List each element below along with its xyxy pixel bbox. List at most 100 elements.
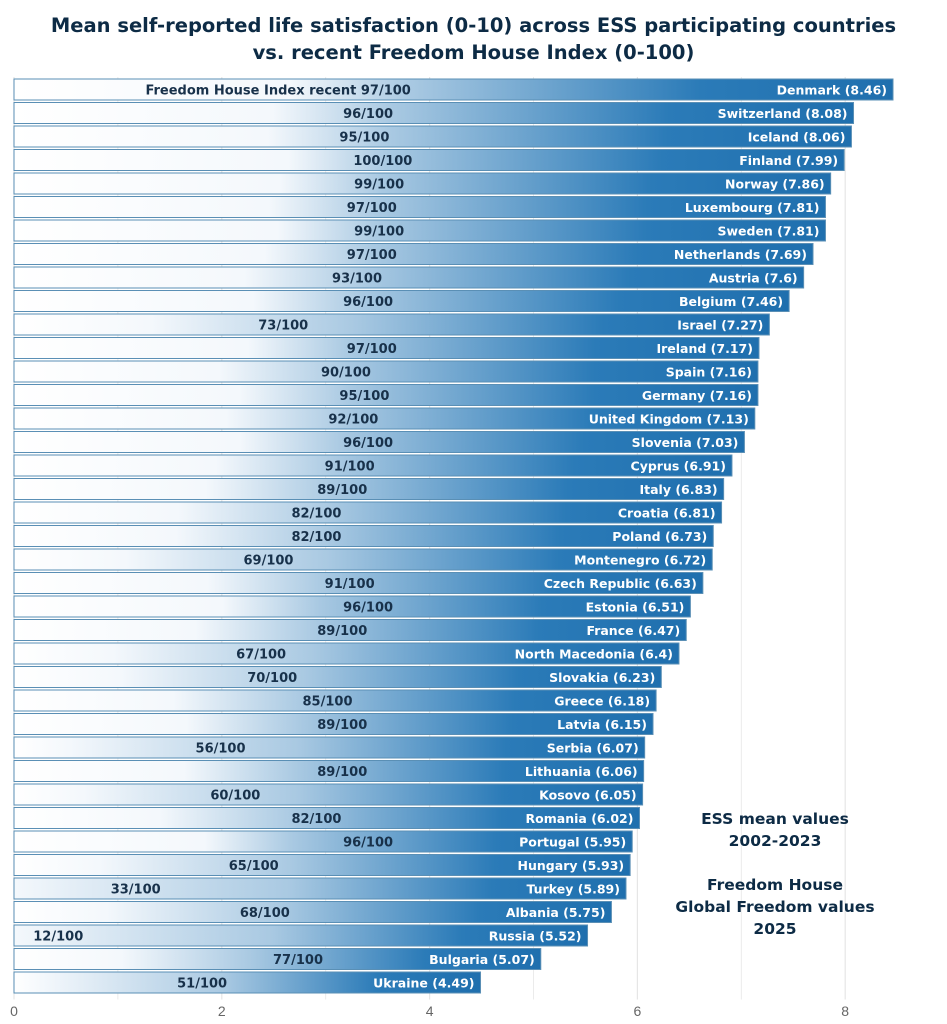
freedom-score-label: 68/100 xyxy=(240,906,290,921)
x-tick-label: 4 xyxy=(426,1003,434,1019)
freedom-score-label: 73/100 xyxy=(258,319,308,334)
bar xyxy=(13,172,832,195)
chart-title-line-2: vs. recent Freedom House Index (0-100) xyxy=(252,41,695,64)
country-value-label: Portugal (5.95) xyxy=(519,835,626,850)
country-value-label: Netherlands (7.69) xyxy=(674,247,807,262)
bar xyxy=(13,877,627,900)
bar xyxy=(13,760,645,782)
country-value-label: France (6.47) xyxy=(586,623,680,638)
bar xyxy=(13,266,805,289)
freedom-score-label: 82/100 xyxy=(291,507,341,522)
bar xyxy=(13,713,654,735)
bar-row-denmark: Freedom House Index recent 97/100 Denmark… xyxy=(13,78,894,101)
freedom-score-label: 99/100 xyxy=(354,225,404,240)
bar xyxy=(13,666,662,688)
bar-row-latvia: 89/100 Latvia (6.15) xyxy=(13,713,654,735)
bar-row-italy: 89/100 Italy (6.83) xyxy=(13,478,725,500)
bar-row-greece: 85/100 Greece (6.18) xyxy=(13,689,657,712)
freedom-score-label: 90/100 xyxy=(321,366,371,381)
bar-row-belgium: 96/100 Belgium (7.46) xyxy=(13,290,790,312)
annotation-line-2: 2002-2023 xyxy=(728,832,822,850)
bar xyxy=(13,431,745,453)
annotation-line-1: ESS mean values xyxy=(701,810,849,828)
bar xyxy=(13,454,733,477)
bar-row-switzerland: 96/100 Switzerland (8.08) xyxy=(13,102,855,124)
country-value-label: Turkey (5.89) xyxy=(527,882,620,897)
bar xyxy=(13,384,759,406)
country-value-label: Finland (7.99) xyxy=(739,153,838,168)
bar xyxy=(13,807,640,829)
bar-row-lithuania: 89/100 Lithuania (6.06) xyxy=(13,760,645,782)
freedom-score-label: 89/100 xyxy=(317,483,367,498)
freedom-score-label: 12/100 xyxy=(33,930,83,945)
bar xyxy=(13,736,646,759)
country-value-label: Austria (7.6) xyxy=(709,271,798,286)
bar xyxy=(13,360,759,383)
annotation-line-5: Global Freedom values xyxy=(675,898,875,916)
bar-row-north-macedonia: 67/100 North Macedonia (6.4) xyxy=(13,642,680,665)
freedom-score-label: 96/100 xyxy=(343,107,393,122)
freedom-score-label: 89/100 xyxy=(317,765,367,780)
bar xyxy=(13,78,894,101)
freedom-score-label: 60/100 xyxy=(210,789,260,804)
bar-row-turkey: 33/100 Turkey (5.89) xyxy=(13,877,627,900)
country-value-label: Slovenia (7.03) xyxy=(632,435,739,450)
bar-row-ireland: 97/100 Ireland (7.17) xyxy=(13,337,760,359)
bar-row-iceland: 95/100 Iceland (8.06) xyxy=(13,125,852,148)
bar xyxy=(13,313,770,336)
bar-row-france: 89/100 France (6.47) xyxy=(13,619,687,641)
bar xyxy=(13,290,790,312)
freedom-score-label: 96/100 xyxy=(343,295,393,310)
bar xyxy=(13,854,631,876)
bar xyxy=(13,595,691,618)
country-value-label: Iceland (8.06) xyxy=(748,130,846,145)
x-axis: 0 2 4 6 8 xyxy=(10,1003,849,1019)
country-value-label: Ukraine (4.49) xyxy=(373,976,474,991)
freedom-score-label: 91/100 xyxy=(325,577,375,592)
country-value-label: Croatia (6.81) xyxy=(618,506,716,521)
freedom-score-label: Freedom House Index recent 97/100 xyxy=(145,84,410,99)
chart-title: Mean self-reported life satisfaction (0-… xyxy=(0,12,947,66)
bar xyxy=(13,196,826,218)
bar xyxy=(13,525,714,547)
bar xyxy=(13,548,713,571)
country-value-label: Switzerland (8.08) xyxy=(718,106,848,121)
bar xyxy=(13,149,845,171)
bar xyxy=(13,243,814,265)
bar xyxy=(13,948,542,970)
bar-row-poland: 82/100 Poland (6.73) xyxy=(13,525,714,547)
country-value-label: United Kingdom (7.13) xyxy=(589,412,749,427)
country-value-label: Greece (6.18) xyxy=(554,694,650,709)
freedom-score-label: 51/100 xyxy=(177,977,227,992)
freedom-score-label: 69/100 xyxy=(244,554,294,569)
bar-row-sweden: 99/100 Sweden (7.81) xyxy=(13,219,826,242)
freedom-score-label: 95/100 xyxy=(339,131,389,146)
country-value-label: Albania (5.75) xyxy=(506,905,606,920)
freedom-score-label: 97/100 xyxy=(347,248,397,263)
bar-row-russia: 12/100 Russia (5.52) xyxy=(13,924,589,947)
annotation-line-4: Freedom House xyxy=(707,876,843,894)
freedom-score-label: 82/100 xyxy=(291,812,341,827)
bar-row-spain: 90/100 Spain (7.16) xyxy=(13,360,759,383)
bar-row-czech-republic: 91/100 Czech Republic (6.63) xyxy=(13,572,704,594)
bar-row-bulgaria: 77/100 Bulgaria (5.07) xyxy=(13,948,542,970)
bar-row-estonia: 96/100 Estonia (6.51) xyxy=(13,595,691,618)
bar xyxy=(13,971,482,994)
bar xyxy=(13,783,644,806)
bar-row-slovenia: 96/100 Slovenia (7.03) xyxy=(13,431,745,453)
country-value-label: Romania (6.02) xyxy=(526,811,634,826)
freedom-score-label: 96/100 xyxy=(343,436,393,451)
freedom-score-label: 99/100 xyxy=(354,178,404,193)
bar-row-finland: 100/100 Finland (7.99) xyxy=(13,149,845,171)
bar xyxy=(13,642,680,665)
freedom-score-label: 96/100 xyxy=(343,836,393,851)
country-value-label: Poland (6.73) xyxy=(612,529,707,544)
bar xyxy=(13,337,760,359)
x-tick-label: 6 xyxy=(634,1003,642,1019)
country-value-label: Russia (5.52) xyxy=(489,929,582,944)
bar-row-albania: 68/100 Albania (5.75) xyxy=(13,901,612,923)
bar xyxy=(13,830,633,853)
bar xyxy=(13,924,589,947)
country-value-label: Sweden (7.81) xyxy=(717,224,819,239)
country-value-label: Norway (7.86) xyxy=(725,177,825,192)
